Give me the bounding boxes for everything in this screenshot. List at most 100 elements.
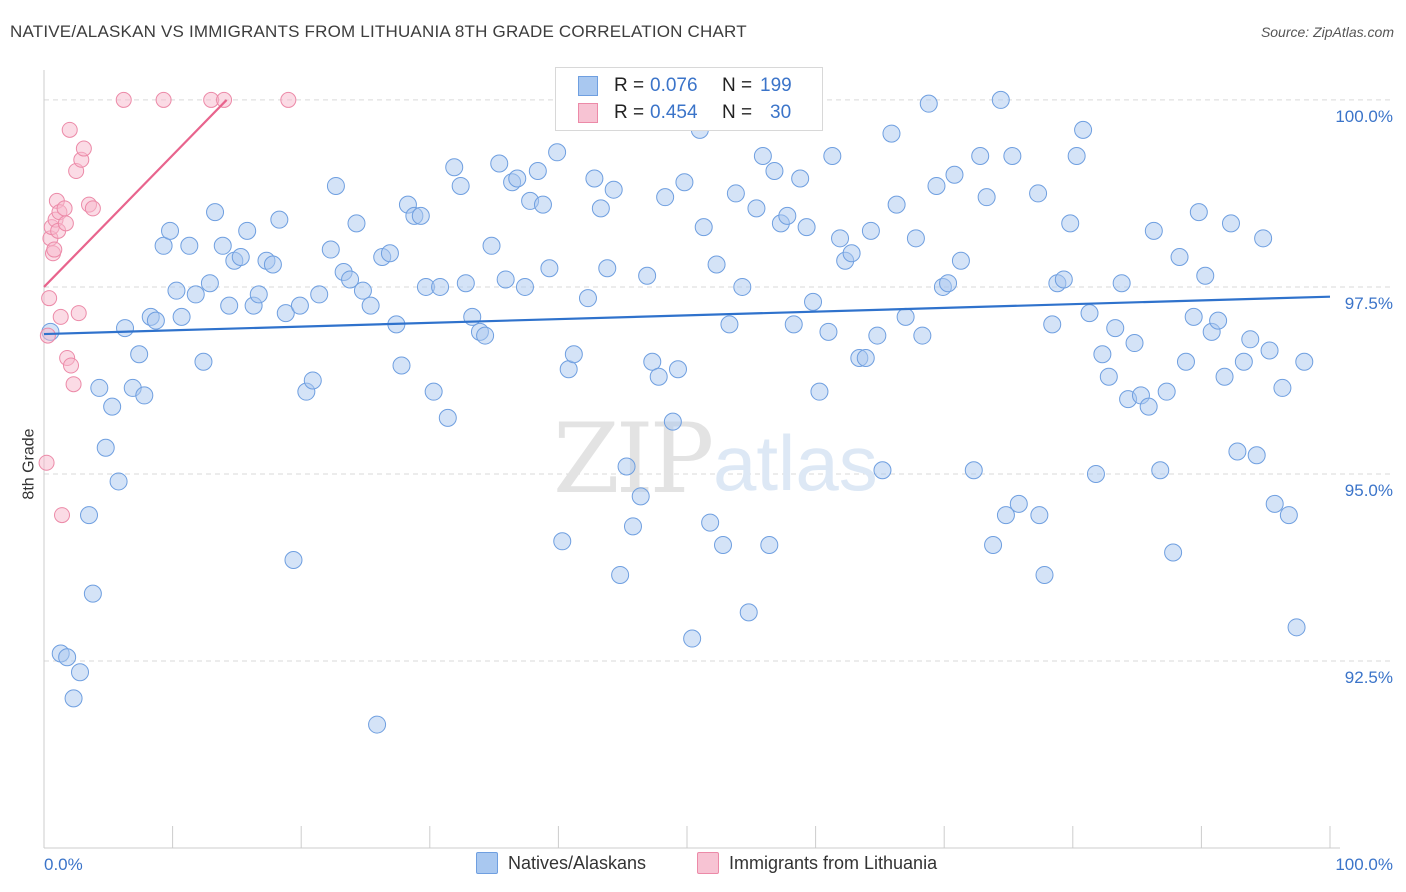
data-point-natives	[919, 94, 938, 113]
data-point-natives	[515, 277, 534, 296]
data-point-natives	[810, 382, 829, 401]
data-point-natives	[445, 158, 464, 177]
data-point-natives	[424, 382, 443, 401]
data-point-natives	[249, 285, 268, 304]
data-point-natives	[508, 169, 527, 188]
data-point-natives	[1176, 352, 1195, 371]
data-point-natives	[896, 307, 915, 326]
data-point-natives	[220, 296, 239, 315]
data-point-natives	[804, 292, 823, 311]
data-point-lithuania	[84, 200, 101, 217]
data-point-natives	[617, 457, 636, 476]
data-point-natives	[882, 124, 901, 143]
data-point-natives	[1067, 147, 1086, 166]
data-point-natives	[868, 326, 887, 345]
data-point-natives	[392, 356, 411, 375]
data-point-natives	[368, 715, 387, 734]
trend-layer	[43, 99, 1331, 336]
data-point-natives	[180, 236, 199, 255]
data-point-natives	[765, 161, 784, 180]
data-point-natives	[528, 161, 547, 180]
grid-layer	[44, 99, 1390, 662]
data-point-natives	[1196, 266, 1215, 285]
n-value-natives: 199	[760, 75, 792, 96]
data-point-natives	[1279, 506, 1298, 525]
data-point-natives	[540, 259, 559, 278]
data-point-natives	[380, 244, 399, 263]
data-point-natives	[321, 240, 340, 259]
data-point-natives	[945, 165, 964, 184]
chart-title: NATIVE/ALASKAN VS IMMIGRANTS FROM LITHUA…	[10, 22, 747, 41]
x-tick-label: 0.0%	[44, 855, 83, 874]
n-label: N =	[722, 75, 753, 96]
legend-swatch-lithuania	[578, 103, 598, 123]
data-point-natives	[564, 345, 583, 364]
data-point-natives	[784, 315, 803, 334]
data-point-lithuania	[65, 376, 82, 393]
data-point-natives	[694, 218, 713, 237]
x-tick-label: 100.0%	[1335, 855, 1393, 874]
data-point-natives	[361, 296, 380, 315]
data-point-natives	[913, 326, 932, 345]
data-point-natives	[668, 360, 687, 379]
data-point-natives	[1151, 461, 1170, 480]
tick-label-layer: 92.5% 95.0% 97.5% 100.0% 0.0% 100.0%	[44, 107, 1393, 874]
data-point-natives	[604, 180, 623, 199]
data-point-natives	[1112, 274, 1131, 293]
stats-legend: R = 0.076 N = 199 R = 0.454 N = 30	[555, 67, 823, 131]
data-point-natives	[643, 352, 662, 371]
y-tick-label: 92.5%	[1345, 668, 1393, 687]
data-point-natives	[638, 266, 657, 285]
data-point-natives	[1035, 565, 1054, 584]
data-point-natives	[186, 285, 205, 304]
points-layer	[38, 90, 1314, 734]
data-point-natives	[263, 255, 282, 274]
data-point-natives	[341, 270, 360, 289]
data-point-natives	[984, 536, 1003, 555]
data-point-natives	[598, 259, 617, 278]
data-point-natives	[887, 195, 906, 214]
data-point-natives	[1189, 203, 1208, 222]
data-point-natives	[996, 506, 1015, 525]
data-point-natives	[831, 229, 850, 248]
data-point-natives	[611, 565, 630, 584]
data-point-natives	[856, 349, 875, 368]
r-label: R =	[614, 102, 645, 123]
source-label: Source: ZipAtlas.com	[1260, 24, 1394, 40]
data-point-natives	[438, 408, 457, 427]
y-tick-label: 100.0%	[1335, 107, 1393, 126]
y-tick-label: 97.5%	[1345, 294, 1393, 313]
data-point-natives	[906, 229, 925, 248]
legend-item-lithuania[interactable]: Immigrants from Lithuania	[697, 852, 937, 874]
y-axis-label: 8th Grade	[20, 428, 38, 500]
data-point-natives	[1043, 315, 1062, 334]
data-point-natives	[861, 221, 880, 240]
r-value-lithuania: 0.454	[650, 102, 698, 123]
data-point-natives	[1265, 494, 1284, 513]
trendline-lithuania	[43, 99, 228, 288]
data-point-natives	[1221, 214, 1240, 233]
data-point-natives	[1099, 367, 1118, 386]
data-point-natives	[326, 176, 345, 195]
data-point-natives	[90, 378, 109, 397]
data-point-natives	[1215, 367, 1234, 386]
data-point-natives	[939, 274, 958, 293]
data-point-natives	[1086, 464, 1105, 483]
data-point-natives	[1241, 330, 1260, 349]
data-point-natives	[1254, 229, 1273, 248]
data-point-natives	[431, 277, 450, 296]
data-point-natives	[231, 248, 250, 267]
legend-item-natives[interactable]: Natives/Alaskans	[476, 852, 646, 874]
data-point-natives	[213, 236, 232, 255]
data-point-natives	[791, 169, 810, 188]
data-point-natives	[991, 90, 1010, 109]
data-point-natives	[623, 517, 642, 536]
data-point-natives	[1164, 543, 1183, 562]
data-point-natives	[200, 274, 219, 293]
data-point-natives	[733, 277, 752, 296]
data-point-natives	[548, 143, 567, 162]
data-point-natives	[739, 603, 758, 622]
data-point-natives	[649, 367, 668, 386]
data-point-natives	[797, 218, 816, 237]
data-point-natives	[276, 304, 295, 323]
